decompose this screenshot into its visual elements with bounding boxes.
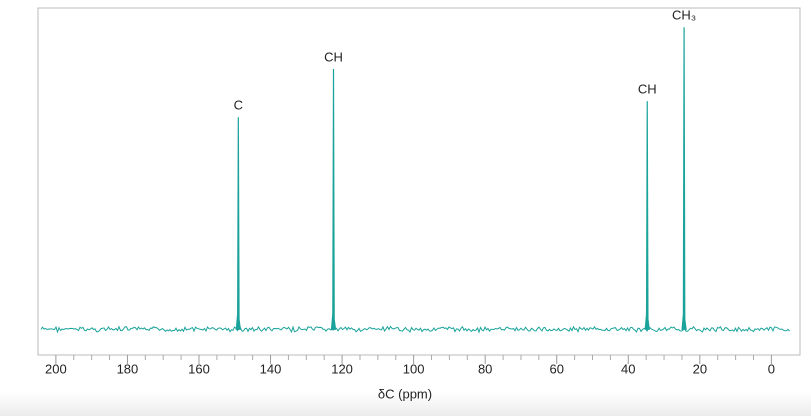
background-fade <box>0 392 811 416</box>
x-tick-label: 120 <box>331 361 353 376</box>
plot-frame <box>37 7 801 356</box>
x-tick-label: 20 <box>693 361 707 376</box>
x-tick-label: 200 <box>45 361 67 376</box>
x-tick-label: 140 <box>260 361 282 376</box>
x-tick-label: 80 <box>478 361 492 376</box>
x-tick-label: 100 <box>403 361 425 376</box>
x-tick-label: 40 <box>621 361 635 376</box>
peak-label: CH <box>638 82 657 97</box>
peak <box>644 101 650 330</box>
peak-label: C <box>234 98 243 113</box>
peak <box>330 69 337 330</box>
peak-label: CH <box>324 49 343 64</box>
peak-label: CH₃ <box>672 8 696 23</box>
x-tick-label: 160 <box>188 361 210 376</box>
x-axis-label: δC (ppm) <box>378 386 432 401</box>
x-tick-label: 60 <box>549 361 563 376</box>
x-tick-label: 0 <box>768 361 775 376</box>
x-tick-label: 180 <box>117 361 139 376</box>
peak <box>235 117 242 330</box>
baseline-noise <box>40 325 790 334</box>
peak <box>681 27 687 330</box>
